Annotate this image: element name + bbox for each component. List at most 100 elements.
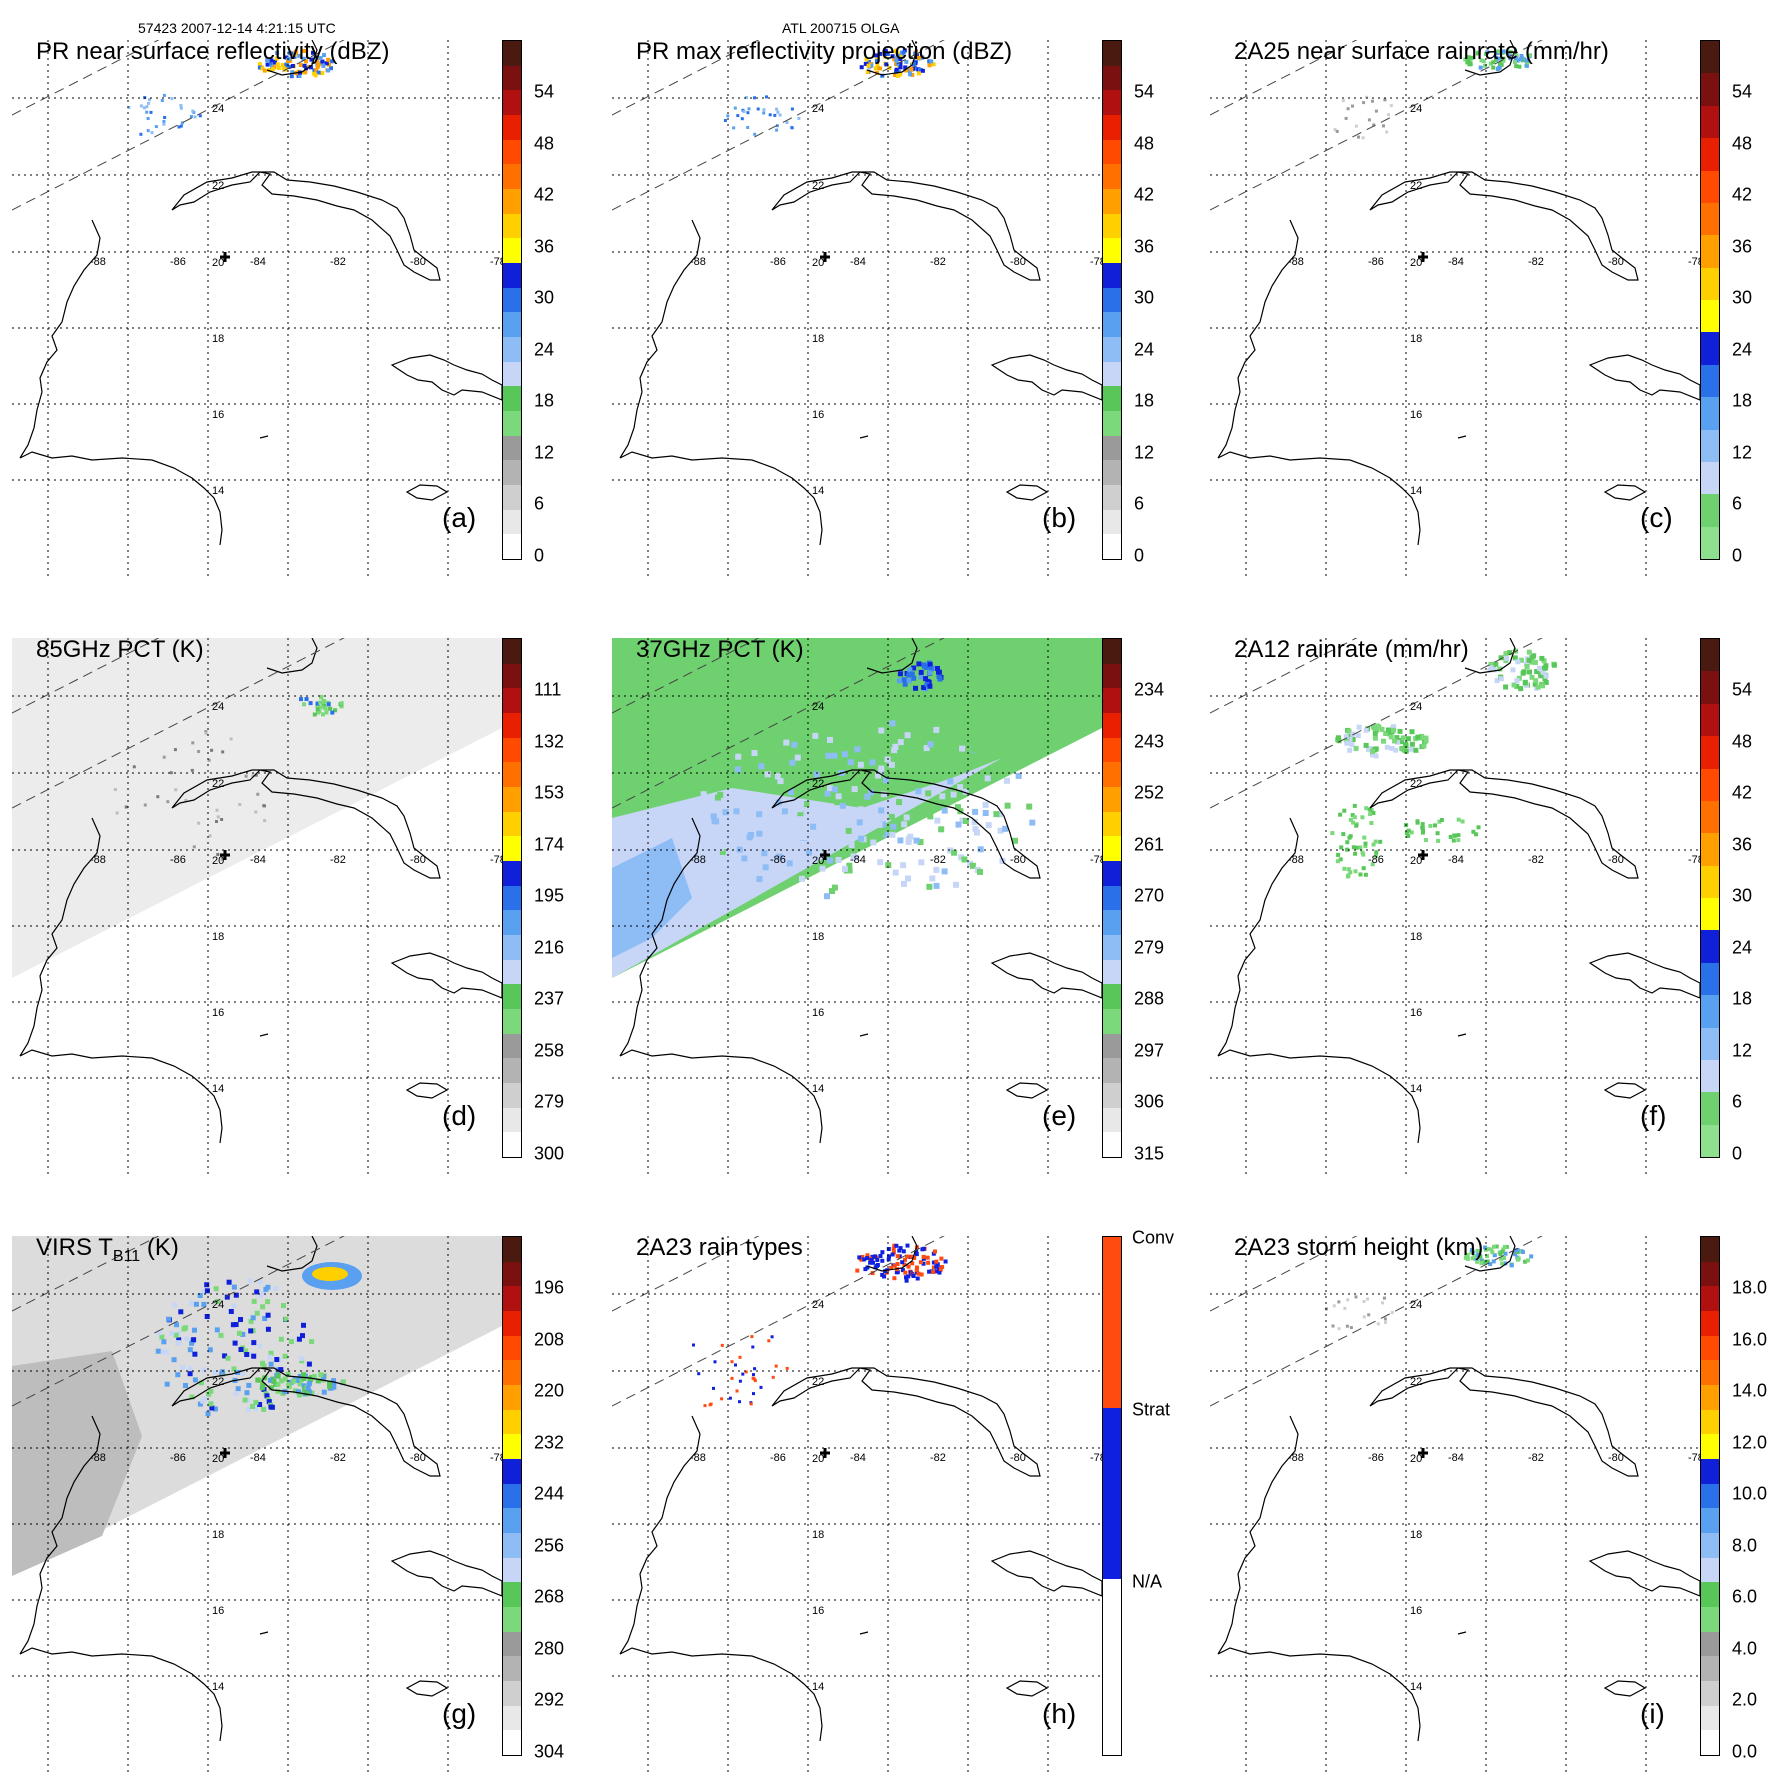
colorbar-segment <box>503 1107 521 1135</box>
conv-rain-h <box>692 1335 789 1408</box>
colorbar-tick-label: 174 <box>534 834 565 854</box>
map-d: -88 -86 -84 -82 -80 -78 24 22 20 18 16 14 <box>12 638 502 1178</box>
colorbar-segment <box>503 65 521 93</box>
colorbar-segment <box>1701 1730 1719 1755</box>
colorbar-segment <box>1103 688 1121 716</box>
colorbar-segment <box>503 663 521 691</box>
colorbar-segment <box>1701 1286 1719 1314</box>
lon-tick-label: -88 <box>690 854 706 866</box>
colorbar-segment <box>503 115 521 143</box>
lat-tick-label: 24 <box>812 1299 824 1311</box>
colorbar-g <box>502 1236 522 1756</box>
lat-tick-label: 16 <box>1410 1605 1422 1617</box>
colorbar-segment <box>503 1286 521 1314</box>
coastline-d <box>19 769 502 1144</box>
colorbar-segment <box>503 935 521 963</box>
colorbar-tick-label: 306 <box>1134 1091 1165 1112</box>
colorbar-segment <box>1103 509 1121 537</box>
colorbar-tick-label: 216 <box>534 937 565 957</box>
colorbar-segment <box>1701 671 1719 707</box>
colorbar-tick-label: 12 <box>534 442 555 462</box>
scattered-echo-c <box>1333 95 1393 140</box>
panel-label: (i) <box>1640 1698 1665 1729</box>
colorbar-tick-label: 36 <box>534 236 555 256</box>
storm-center-marker <box>1418 850 1428 860</box>
lat-tick-label: 20 <box>812 257 824 269</box>
coastline-b <box>619 171 1102 546</box>
lat-tick-label: 24 <box>1410 103 1422 115</box>
colorbar-segment <box>1701 768 1719 804</box>
storm-center-marker <box>220 850 230 860</box>
colorbar-segment <box>1701 1434 1719 1462</box>
lat-tick-label: 16 <box>812 409 824 421</box>
colorbar-segment <box>1103 1009 1121 1037</box>
colorbar-segment <box>1103 1083 1121 1111</box>
lon-tick-label: -86 <box>170 1452 186 1464</box>
colorbar-tick-label: 6.0 <box>1732 1586 1758 1607</box>
colorbar-segment <box>1701 1059 1719 1095</box>
coastline-g <box>19 1367 502 1742</box>
lat-tick-label: 16 <box>212 1605 224 1617</box>
colorbar-segment <box>503 534 521 559</box>
lon-tick-label: -80 <box>1010 854 1026 866</box>
colorbar-segment <box>503 1409 521 1437</box>
lat-tick-label: 20 <box>812 1453 824 1465</box>
colorbar-segment <box>1103 1578 1121 1755</box>
scattered-echo-a <box>127 93 202 136</box>
colorbar-segment <box>503 1385 521 1413</box>
colorbar-tick-label: 12.0 <box>1732 1432 1768 1452</box>
colorbar-segment <box>1103 663 1121 691</box>
colorbar-segment <box>1701 41 1719 76</box>
panel-a: -88 -86 -84 -82 -80 -78 24 22 20 18 16 14 PR near su… <box>12 38 554 580</box>
colorbar-segment <box>503 139 521 167</box>
lat-tick-label: 18 <box>812 931 824 943</box>
panel-g: -88 -86 -84 -82 -80 -78 24 22 20 18 16 14 VIRS TB11 … <box>12 1234 564 1776</box>
colorbar-segment <box>503 1730 521 1755</box>
lon-tick-label: -86 <box>170 854 186 866</box>
panel-title: PR near surface reflectivity (dBZ) <box>36 38 390 65</box>
lon-tick-label: -84 <box>850 256 866 268</box>
colorbar-tick-label: 36 <box>1732 236 1753 256</box>
colorbar-tick-label: 36 <box>1134 236 1155 256</box>
lon-tick-label: -82 <box>330 1452 346 1464</box>
lat-tick-label: 16 <box>212 409 224 421</box>
lat-tick-label: 24 <box>212 1299 224 1311</box>
colorbar-tick-label: 6 <box>1732 1091 1743 1112</box>
colorbar-tick-label: N/A <box>1132 1571 1163 1592</box>
storm-info: ATL 200715 OLGA <box>782 20 900 36</box>
colorbar-segment <box>1701 639 1719 674</box>
colorbar-tick-label: 30 <box>1732 287 1753 308</box>
colorbar-segment <box>1103 485 1121 513</box>
lat-tick-label: 14 <box>212 1681 224 1693</box>
colorbar-segment <box>1701 235 1719 271</box>
coastline-e <box>619 769 1102 1144</box>
lon-tick-label: -88 <box>90 256 106 268</box>
colorbar-segment <box>1103 41 1121 69</box>
storm-center-marker <box>820 850 830 860</box>
colorbar-segment <box>1701 1261 1719 1289</box>
colorbar-segment <box>503 787 521 815</box>
lon-tick-label: -88 <box>90 1452 106 1464</box>
storm-core-37ghz <box>896 660 944 692</box>
colorbar-segment <box>1103 1033 1121 1061</box>
lon-tick-label: -86 <box>770 1452 786 1464</box>
panel-title: PR max reflectivity projection (dBZ) <box>636 38 1013 65</box>
lat-tick-label: 24 <box>212 701 224 713</box>
colorbar-tick-label: 279 <box>1134 937 1165 957</box>
lon-tick-label: -80 <box>410 854 426 866</box>
map-c: -88 -86 -84 -82 -80 -78 24 22 20 18 16 14 <box>1210 40 1700 580</box>
colorbar-segment <box>503 238 521 266</box>
coastline-florida <box>266 1236 318 1272</box>
colorbar-segment <box>503 41 521 69</box>
colorbar-segment <box>503 312 521 340</box>
colorbar-tick-label: 252 <box>1134 782 1165 803</box>
colorbar-segment <box>503 1705 521 1733</box>
colorbar-segment <box>1701 1607 1719 1635</box>
colorbar-tick-label: 300 <box>534 1143 565 1163</box>
rain-band-f4 <box>1404 817 1481 843</box>
storm-center-marker <box>1418 252 1428 262</box>
panel-b: -88 -86 -84 -82 -80 -78 24 22 20 18 16 14 PR max ref… <box>612 38 1154 580</box>
colorbar-tick-label: 6 <box>1134 493 1145 514</box>
colorbar-segment <box>1701 1237 1719 1265</box>
colorbar-segment <box>1701 898 1719 933</box>
